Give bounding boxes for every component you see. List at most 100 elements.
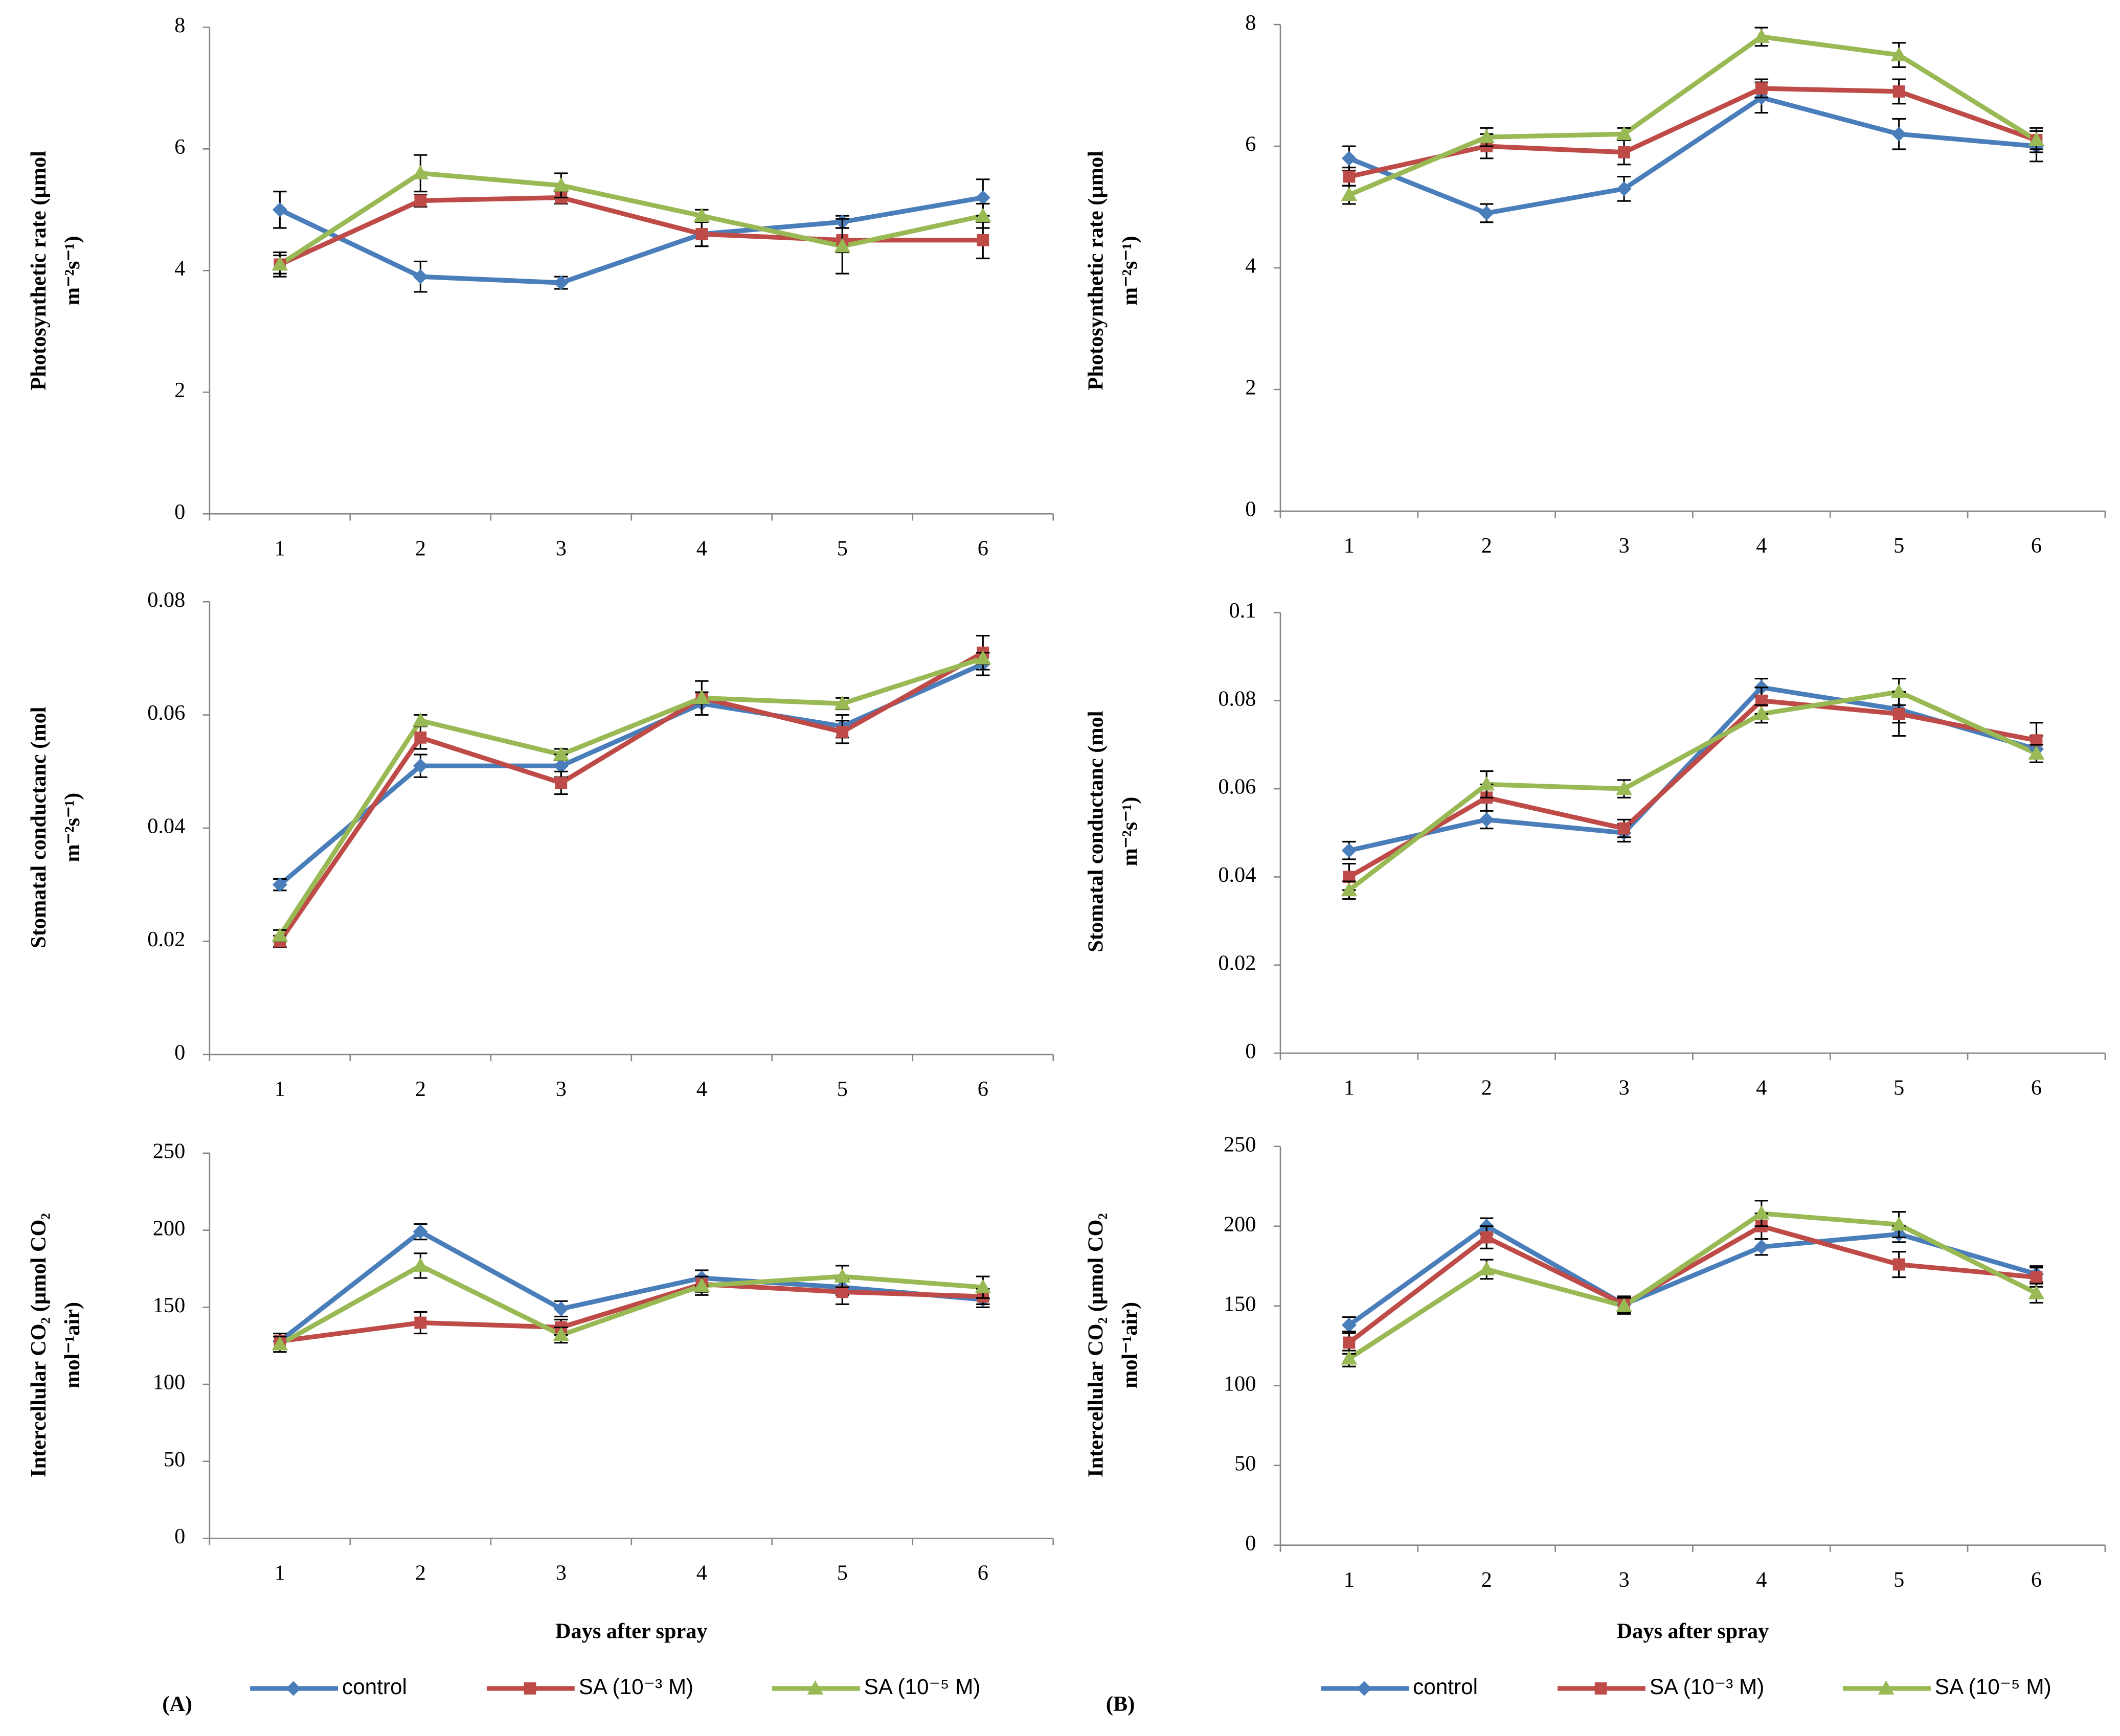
marker	[975, 650, 991, 665]
series-line	[279, 1282, 983, 1344]
x-tick-label: 2	[415, 1561, 426, 1585]
x-tick-label: 4	[1756, 1568, 1767, 1592]
series-line	[278, 656, 984, 937]
x-tick-label: 3	[556, 1077, 567, 1101]
y-axis-title: m⁻²s⁻¹)	[60, 793, 84, 862]
marker	[1341, 843, 1357, 858]
marker	[1616, 781, 1632, 795]
x-tick-label: 1	[1344, 1076, 1355, 1100]
marker	[1753, 28, 1770, 43]
marker	[1341, 151, 1357, 166]
y-tick-label: 0	[1245, 1039, 1256, 1063]
legend-item: SA (10⁻³ M)	[486, 1675, 693, 1699]
legend-item: SA (10⁻³ M)	[1558, 1675, 1764, 1699]
chart: 0 50 100 150 200 250 1 2 3 4 5 6 Intercellular CO₂ (…	[27, 1139, 1054, 1716]
x-tick-label: 5	[837, 1561, 848, 1585]
marker	[1892, 1258, 1905, 1271]
marker	[553, 746, 570, 761]
x-tick-label: 5	[837, 536, 848, 560]
marker	[414, 1316, 427, 1329]
marker	[1343, 871, 1356, 883]
x-tick-label: 6	[978, 1077, 988, 1101]
x-tick-label: 4	[696, 536, 707, 560]
series-line	[1348, 34, 2038, 197]
marker	[272, 877, 287, 893]
series-line	[1347, 1223, 2037, 1345]
y-tick-label: 100	[1224, 1372, 1256, 1396]
legend-marker	[1594, 1682, 1607, 1695]
marker	[693, 1277, 710, 1292]
legend-marker	[1357, 1681, 1372, 1696]
marker	[413, 1224, 428, 1240]
x-tick-label: 1	[1344, 1568, 1355, 1592]
x-tick-label: 6	[2031, 1568, 2042, 1592]
legend-label: SA (10⁻³ M)	[579, 1675, 693, 1699]
y-tick-label: 0	[1245, 1531, 1256, 1555]
x-tick-label: 6	[2031, 1076, 2042, 1100]
x-axis-title: Days after spray	[555, 1619, 708, 1643]
marker	[1341, 1350, 1358, 1365]
marker	[1755, 82, 1768, 95]
marker	[1892, 707, 1905, 720]
legend-item: SA (10⁻⁵ M)	[772, 1675, 981, 1699]
marker	[1616, 126, 1632, 141]
y-tick-label: 8	[1245, 11, 1256, 35]
series-line	[278, 171, 984, 267]
legend-label: control	[1413, 1675, 1478, 1699]
y-tick-label: 0.04	[1218, 863, 1256, 887]
chart: 0 50 100 150 200 250 1 2 3 4 5 6 Intercellular CO₂ (…	[1084, 1132, 2106, 1716]
y-axis-title: Photosynthetic rate (µmol	[27, 151, 51, 391]
marker	[975, 208, 991, 222]
marker	[977, 234, 989, 246]
y-tick-label: 50	[1234, 1451, 1256, 1475]
x-tick-label: 5	[1893, 1076, 1904, 1100]
marker	[2028, 745, 2045, 760]
x-tick-label: 3	[1618, 1568, 1629, 1592]
x-tick-label: 1	[275, 1077, 285, 1101]
marker	[272, 202, 287, 217]
x-tick-label: 5	[837, 1077, 848, 1101]
y-tick-label: 0	[174, 1524, 185, 1548]
x-tick-label: 4	[1756, 1076, 1767, 1100]
marker	[553, 275, 569, 290]
marker	[695, 228, 708, 240]
marker	[1892, 85, 1905, 98]
marker	[1616, 1297, 1632, 1312]
x-tick-label: 3	[556, 536, 567, 560]
y-tick-label: 0	[174, 1041, 185, 1065]
series-line	[279, 1263, 983, 1346]
x-tick-label: 4	[1756, 534, 1767, 558]
marker	[1478, 129, 1495, 144]
y-axis-title: Intercellular CO₂ (µmol CO₂	[1084, 1213, 1108, 1477]
marker	[272, 256, 288, 271]
x-tick-label: 6	[978, 1561, 988, 1585]
marker	[412, 712, 429, 727]
marker	[1618, 146, 1630, 158]
marker	[1341, 187, 1358, 201]
marker	[1754, 1239, 1769, 1254]
y-tick-label: 0	[1245, 497, 1256, 521]
marker	[1753, 705, 1770, 720]
legend-marker	[286, 1681, 301, 1696]
y-tick-label: 4	[174, 257, 185, 281]
x-tick-label: 1	[275, 536, 285, 560]
y-axis-title: m⁻²s⁻¹)	[1118, 236, 1142, 305]
chart: 0 0.02 0.04 0.06 0.08 0.1 1 2 3 4 5 6 Stomatal condu…	[1084, 599, 2106, 1100]
y-axis-title: Photosynthetic rate (µmol	[1084, 151, 1108, 391]
marker	[1343, 170, 1356, 183]
marker	[834, 238, 851, 253]
x-tick-label: 1	[275, 1561, 285, 1585]
series-line	[278, 650, 984, 943]
legend-item: control	[1321, 1675, 1478, 1699]
marker	[1343, 1336, 1356, 1349]
x-tick-label: 4	[696, 1561, 707, 1585]
y-tick-label: 250	[153, 1139, 185, 1163]
panel-label: (B)	[1106, 1692, 1135, 1716]
series-line	[278, 661, 984, 887]
marker	[412, 1258, 429, 1272]
y-tick-label: 0.1	[1229, 599, 1256, 623]
y-tick-label: 0.06	[1218, 775, 1256, 799]
x-tick-label: 2	[415, 536, 426, 560]
legend-label: SA (10⁻³ M)	[1650, 1675, 1764, 1699]
